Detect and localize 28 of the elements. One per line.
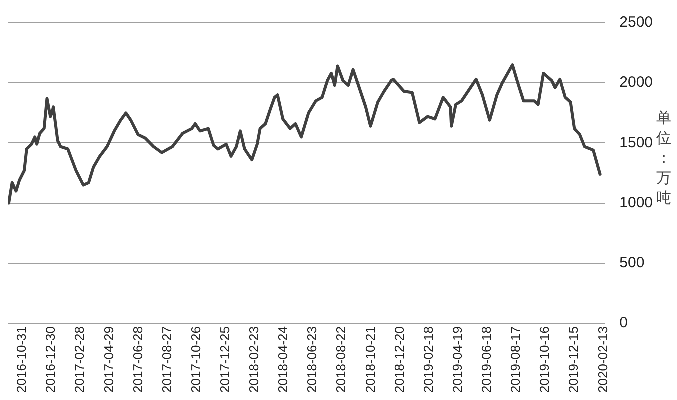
x-tick-label: 2016-12-30 [43,326,58,393]
x-tick-label: 2019-10-16 [537,326,552,393]
x-tick-label: 2019-12-15 [566,326,582,393]
y-tick-label: 2500 [620,14,654,32]
x-tick-label: 2018-08-22 [334,326,349,393]
x-tick-label: 2018-02-23 [246,326,262,393]
x-tick-label: 2019-08-17 [508,326,524,393]
x-tick-label: 2017-12-25 [218,326,233,393]
x-tick-label: 2017-02-28 [72,326,88,393]
x-tick-label: 2018-04-24 [276,326,291,393]
y-tick-label: 0 [620,314,628,332]
x-tick-label: 2018-12-20 [392,326,407,393]
x-tick-label: 2017-04-29 [101,326,116,393]
x-tick-label: 2018-10-21 [362,326,378,393]
x-tick-label: 2019-02-18 [420,326,436,393]
x-tick-label: 2017-10-26 [188,326,204,393]
x-tick-label: 2018-06-23 [304,326,320,393]
y-tick-label: 1500 [620,134,654,152]
y-tick-label: 500 [620,254,645,272]
y-tick-label: 2000 [620,74,654,92]
x-tick-label: 2019-04-19 [450,326,465,393]
x-tick-label: 2017-06-28 [130,326,146,393]
x-tick-label: 2016-10-31 [14,326,30,393]
x-tick-label: 2017-08-27 [159,326,174,393]
y-tick-label: 1000 [620,194,654,212]
x-tick-label: 2019-06-18 [479,326,494,393]
x-tick-label: 2020-02-13 [595,326,610,393]
y-axis-title: 单位：万吨 [656,108,672,208]
